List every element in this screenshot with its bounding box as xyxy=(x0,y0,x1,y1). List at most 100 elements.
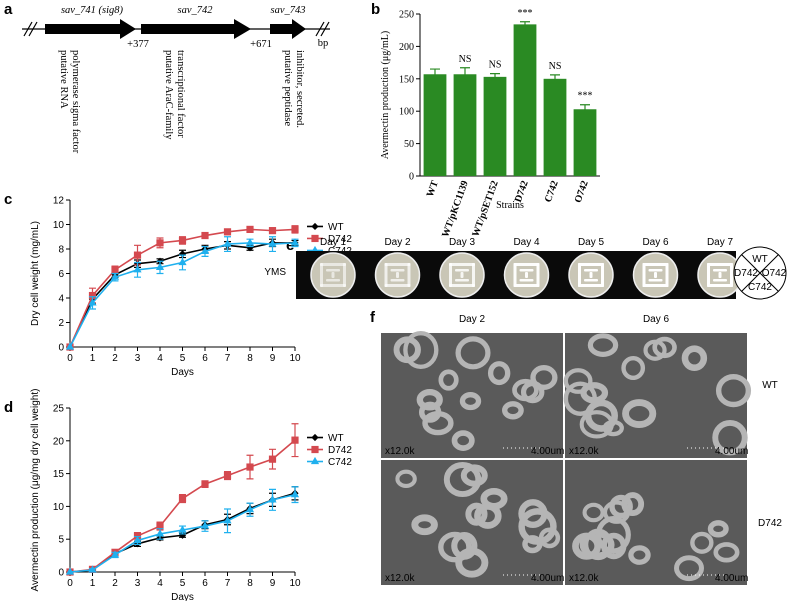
day-label: Day 3 xyxy=(449,237,476,248)
gene-name: sav_742 xyxy=(178,5,214,16)
marker xyxy=(65,342,75,350)
error-bar xyxy=(430,68,440,81)
gene-map: sav_741 (sig8) sav_742 sav_743 +377 +671… xyxy=(22,5,330,154)
colony xyxy=(390,279,405,282)
marker xyxy=(133,251,142,259)
hypha-coil xyxy=(582,502,605,523)
legend-label: WT xyxy=(328,433,344,444)
y-tick-label: 20 xyxy=(53,436,65,447)
y-axis-label: Avermectin production (μg/mg dry cell we… xyxy=(30,389,41,592)
x-tick-label: 8 xyxy=(247,353,253,364)
gene-arrow xyxy=(270,19,306,39)
position-label: +671 xyxy=(250,39,272,50)
marker xyxy=(133,265,142,273)
marker xyxy=(88,291,97,300)
hypha-coil xyxy=(621,356,646,381)
significance-label: NS xyxy=(459,54,472,65)
hypha-coil xyxy=(602,419,624,437)
bar xyxy=(453,74,477,176)
colony xyxy=(326,279,340,282)
x-tick-label: 3 xyxy=(135,578,141,589)
colony xyxy=(331,272,335,278)
panel-label: e xyxy=(286,237,294,254)
marker xyxy=(156,522,164,530)
x-axis-label: Days xyxy=(171,367,194,378)
colony xyxy=(536,263,540,287)
y-axis-label: Avermectin production (μg/mL) xyxy=(380,31,391,159)
colony xyxy=(578,263,604,266)
marker xyxy=(268,495,277,503)
hypha-coil xyxy=(713,542,740,563)
colony xyxy=(519,269,534,272)
bar xyxy=(423,74,447,176)
day-label: Day 1 xyxy=(320,237,347,248)
y-tick-label: 100 xyxy=(399,107,414,118)
bar xyxy=(483,76,507,176)
gene-arrow xyxy=(45,19,136,39)
x-tick-label: 9 xyxy=(270,578,276,589)
colony xyxy=(589,272,593,278)
marker xyxy=(110,550,120,558)
x-tick-label: 1 xyxy=(90,353,96,364)
hypha-coil xyxy=(443,462,482,498)
y-tick-label: 50 xyxy=(404,139,414,150)
significance-label: NS xyxy=(489,60,502,71)
marker xyxy=(178,525,187,533)
colony xyxy=(449,263,452,287)
hypha-coil xyxy=(487,361,511,386)
panel-label: b xyxy=(371,1,380,18)
hypha-coil xyxy=(674,555,704,582)
colony xyxy=(642,263,646,287)
hypha-coil xyxy=(455,336,491,370)
hypha-coil xyxy=(621,492,645,517)
legend-label: D742 xyxy=(328,445,352,456)
y-tick-label: 15 xyxy=(53,469,65,480)
x-axis-label: Strains xyxy=(496,200,524,211)
marker xyxy=(223,228,232,236)
x-tick-label: 6 xyxy=(202,578,208,589)
x-tick-label: 4 xyxy=(157,578,163,589)
legend-marker xyxy=(311,234,319,243)
magnification: x12.0k xyxy=(385,446,415,457)
error-bar xyxy=(550,74,560,84)
significance-label: *** xyxy=(578,91,593,102)
marker xyxy=(65,567,75,575)
hypha-coil xyxy=(395,469,417,489)
colony xyxy=(648,269,663,272)
y-tick-label: 0 xyxy=(58,568,64,579)
scale-label: 4.00um xyxy=(531,573,564,584)
error-bar xyxy=(580,104,590,115)
bar xyxy=(573,109,597,176)
marker xyxy=(245,505,255,513)
x-axis-label: Days xyxy=(171,592,194,601)
marker xyxy=(156,239,164,247)
hypha-coil xyxy=(628,545,651,565)
colony xyxy=(665,263,669,287)
colony xyxy=(642,284,669,287)
y-tick-label: 2 xyxy=(58,318,64,329)
day-label: Day 7 xyxy=(707,237,734,248)
colony xyxy=(320,263,346,266)
hypha-coil xyxy=(715,374,752,408)
magnification: x12.0k xyxy=(569,573,599,584)
y-tick-label: 25 xyxy=(53,404,65,415)
y-tick-label: 12 xyxy=(53,196,65,207)
hypha-coil xyxy=(622,399,657,429)
hypha-coil xyxy=(512,378,539,402)
significance-label: NS xyxy=(549,61,562,72)
colony xyxy=(460,272,464,278)
marker xyxy=(268,455,277,463)
hypha-coil xyxy=(587,333,619,357)
marker xyxy=(246,463,254,471)
y-tick-label: 10 xyxy=(53,220,65,231)
y-tick-label: 6 xyxy=(58,269,64,280)
y-tick-label: 5 xyxy=(58,535,64,546)
hypha-coil xyxy=(465,502,488,526)
colony xyxy=(707,284,733,287)
colony xyxy=(584,269,598,272)
x-tick-label: 6 xyxy=(202,353,208,364)
colony xyxy=(513,263,540,266)
hypha-coil xyxy=(707,520,729,538)
colony xyxy=(384,284,411,287)
